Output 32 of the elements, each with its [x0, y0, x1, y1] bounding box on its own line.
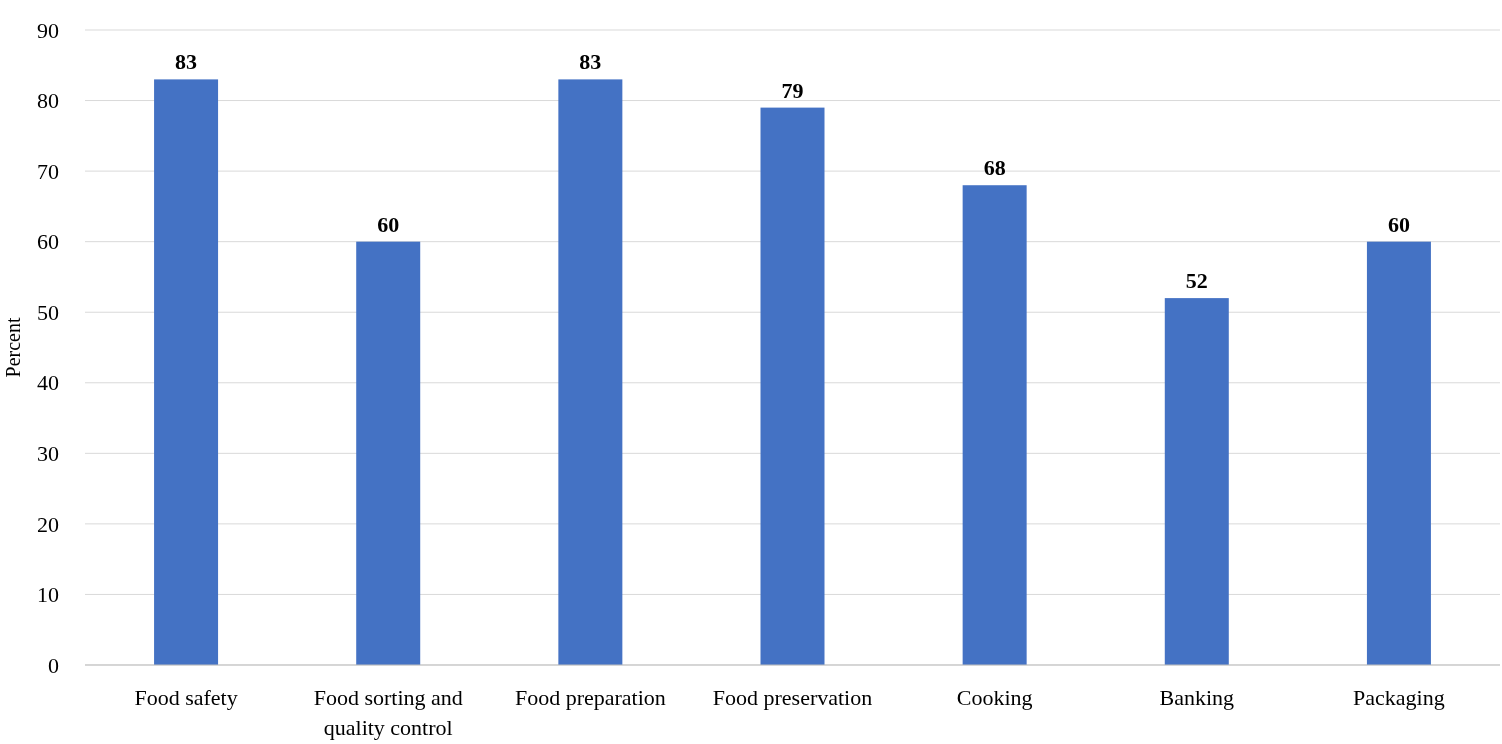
y-tick-label: 60	[37, 229, 59, 255]
x-tick-label: Food preparation	[514, 685, 666, 710]
data-label: 60	[1387, 211, 1410, 237]
data-label: 52	[1185, 268, 1208, 294]
data-label: 60	[377, 211, 400, 237]
y-tick-label: 70	[37, 158, 59, 184]
y-tick-label: 90	[37, 17, 59, 43]
bar	[1366, 241, 1431, 665]
bar	[760, 107, 825, 665]
y-tick-label: 20	[37, 511, 59, 537]
bar	[154, 79, 219, 665]
bar	[356, 241, 421, 665]
x-tick-label: Food sorting and quality control	[313, 685, 463, 740]
y-tick-label: 50	[37, 299, 59, 325]
bar	[558, 79, 623, 665]
y-tick-label: 40	[37, 370, 59, 396]
bar	[962, 185, 1027, 665]
x-tick-label: Food preservation	[712, 685, 873, 710]
x-tick-label: Banking	[1159, 685, 1235, 710]
data-label: 79	[781, 77, 804, 103]
data-label: 83	[579, 49, 602, 75]
y-tick-label: 0	[48, 652, 59, 678]
x-tick-label: Cooking	[956, 685, 1033, 710]
data-label: 83	[175, 49, 198, 75]
y-axis-title: Percent	[2, 317, 24, 378]
x-tick-label: Food safety	[134, 685, 238, 710]
y-tick-label: 10	[37, 582, 59, 608]
y-tick-label: 30	[37, 441, 59, 467]
x-tick-label: Packaging	[1353, 685, 1445, 710]
bar	[1164, 298, 1229, 665]
y-tick-label: 80	[37, 88, 59, 114]
data-label: 68	[983, 155, 1006, 181]
